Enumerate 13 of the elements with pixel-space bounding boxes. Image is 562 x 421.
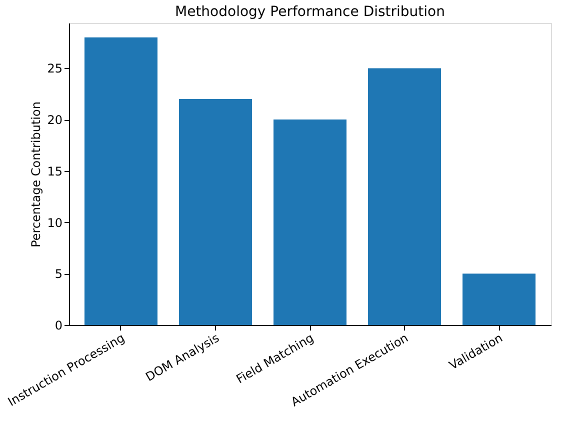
y-tick-label: 5 (54, 267, 62, 282)
y-tick-label: 20 (47, 113, 62, 128)
y-tick-label: 0 (54, 318, 62, 332)
y-axis-title: Percentage Contribution (29, 102, 44, 248)
y-tick-label: 10 (47, 216, 62, 230)
y-tick-label: 25 (47, 62, 62, 76)
bar (84, 37, 158, 325)
y-tick-label: 15 (47, 164, 62, 178)
chart-title: Methodology Performance Distribution (175, 4, 445, 20)
bar (274, 120, 346, 325)
bar (462, 274, 536, 325)
bar (368, 68, 442, 325)
bar (178, 99, 252, 325)
